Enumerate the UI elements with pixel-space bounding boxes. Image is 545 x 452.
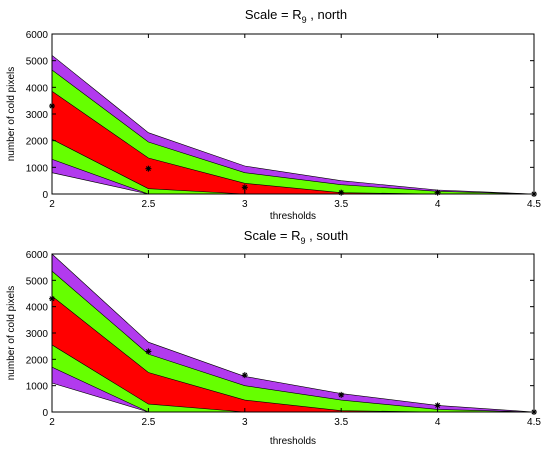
x-tick-label-south: 3 (242, 417, 248, 428)
x-tick-label-north: 4.5 (527, 199, 541, 210)
y-tick-label-south: 6000 (26, 250, 49, 261)
x-tick-label-south: 3.5 (334, 417, 348, 428)
y-tick-label-north: 6000 (26, 30, 49, 41)
x-tick-label-south: 2.5 (141, 417, 155, 428)
marker-south-3 (338, 391, 345, 398)
x-axis-label-north: thresholds (270, 211, 316, 222)
y-tick-label-south: 2000 (26, 355, 49, 366)
marker-north-2 (241, 184, 248, 191)
marker-south-4 (434, 402, 441, 409)
x-tick-label-north: 2.5 (141, 199, 155, 210)
y-tick-label-north: 2000 (26, 137, 49, 148)
y-axis-label-south: number of cold pixels (6, 286, 17, 381)
y-tick-label-south: 1000 (26, 382, 49, 393)
x-tick-label-south: 2 (49, 417, 55, 428)
y-tick-label-south: 5000 (26, 276, 49, 287)
panel-north: Scale = R9 , north 2 2.5 3 3.5 4 4.5 0 1000 200… (6, 7, 541, 222)
x-tick-label-north: 3.5 (334, 199, 348, 210)
x-tick-label-north: 3 (242, 199, 248, 210)
x-tick-label-north: 4 (435, 199, 441, 210)
y-tick-label-north: 4000 (26, 83, 49, 94)
x-tick-label-south: 4 (435, 417, 441, 428)
marker-south-1 (145, 348, 152, 355)
x-tick-label-south: 4.5 (527, 417, 541, 428)
marker-north-1 (145, 165, 152, 172)
chart-title-north: Scale = R9 , north (245, 7, 347, 25)
y-tick-label-north: 1000 (26, 163, 49, 174)
y-tick-label-north: 3000 (26, 110, 49, 121)
y-tick-label-north: 0 (42, 190, 48, 201)
y-tick-label-south: 3000 (26, 329, 49, 340)
marker-south-2 (241, 372, 248, 379)
chart-title-south: Scale = R9 , south (244, 228, 348, 246)
panel-south: Scale = R9 , south 2 2.5 3 3.5 4 4.5 0 1000 200… (6, 228, 541, 447)
y-tick-label-south: 0 (42, 408, 48, 419)
y-axis-label-north: number of cold pixels (6, 67, 17, 162)
y-tick-label-south: 4000 (26, 303, 49, 314)
x-tick-label-north: 2 (49, 199, 55, 210)
x-axis-label-south: thresholds (270, 436, 316, 447)
y-tick-label-north: 5000 (26, 57, 49, 68)
